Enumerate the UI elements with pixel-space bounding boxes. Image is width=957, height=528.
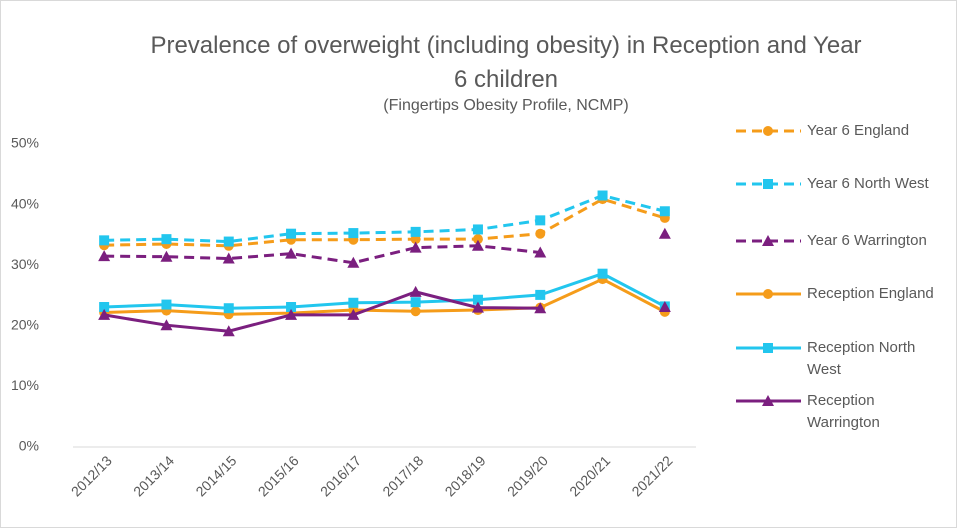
point [348, 297, 359, 308]
point [222, 252, 235, 264]
point [161, 299, 172, 310]
point [597, 190, 608, 201]
series-line [104, 272, 666, 310]
point [223, 303, 234, 314]
point [534, 246, 547, 258]
point [98, 308, 111, 320]
series-line [104, 193, 666, 244]
point [286, 302, 297, 313]
point [348, 228, 359, 239]
point [659, 206, 670, 217]
legend-label: Year 6 England [807, 122, 910, 139]
point [658, 301, 671, 313]
point [763, 179, 773, 189]
point [535, 215, 546, 226]
point [223, 236, 234, 247]
point [161, 234, 172, 245]
x-tick-label: 2016/17 [317, 452, 364, 499]
point [597, 268, 608, 279]
y-tick-label: 30% [11, 256, 39, 272]
legend-label: Reception North West [807, 339, 916, 378]
point [222, 325, 235, 337]
point [285, 308, 298, 320]
x-tick-label: 2020/21 [566, 452, 613, 499]
point [347, 256, 360, 268]
legend-label: Reception England [807, 285, 934, 302]
y-tick-label: 10% [11, 377, 39, 393]
y-tick-label: 20% [11, 317, 39, 333]
point [409, 241, 422, 253]
point [99, 302, 110, 313]
point [763, 126, 773, 136]
point [410, 297, 421, 308]
y-tick-label: 0% [19, 438, 39, 454]
point [286, 228, 297, 239]
point [535, 289, 546, 300]
point [285, 247, 298, 259]
series-line [104, 277, 666, 316]
point [472, 224, 483, 235]
x-tick-label: 2021/22 [628, 452, 675, 499]
point [763, 343, 773, 353]
point [410, 226, 421, 237]
point [472, 294, 483, 305]
x-tick-label: 2018/19 [442, 452, 489, 499]
y-tick-label: 40% [11, 195, 39, 211]
point [160, 250, 173, 262]
x-tick-label: 2015/16 [255, 452, 302, 499]
point [762, 235, 774, 246]
point [762, 395, 774, 406]
point [409, 285, 422, 297]
point [658, 227, 671, 239]
point [98, 250, 111, 262]
point [160, 319, 173, 331]
x-tick-label: 2012/13 [68, 452, 115, 499]
point [410, 306, 421, 317]
x-tick-label: 2019/20 [504, 452, 551, 499]
legend-label: Reception Warrington [807, 392, 880, 431]
chart-subtitle: (Fingertips Obesity Profile, NCMP) [383, 97, 629, 114]
point [471, 301, 484, 313]
x-tick-label: 2014/15 [192, 452, 239, 499]
point [471, 239, 484, 251]
point [472, 234, 483, 245]
x-tick-label: 2017/18 [379, 452, 426, 499]
point [534, 302, 547, 314]
legend-label: Year 6 Warrington [807, 232, 927, 249]
point [99, 235, 110, 246]
legend-label: Year 6 North West [807, 175, 929, 192]
chart-title: Prevalence of overweight (including obes… [150, 32, 862, 93]
point [347, 308, 360, 320]
point [763, 289, 773, 299]
series-line [104, 197, 666, 248]
point [535, 228, 546, 239]
y-tick-label: 50% [11, 135, 39, 151]
x-tick-label: 2013/14 [130, 452, 177, 499]
